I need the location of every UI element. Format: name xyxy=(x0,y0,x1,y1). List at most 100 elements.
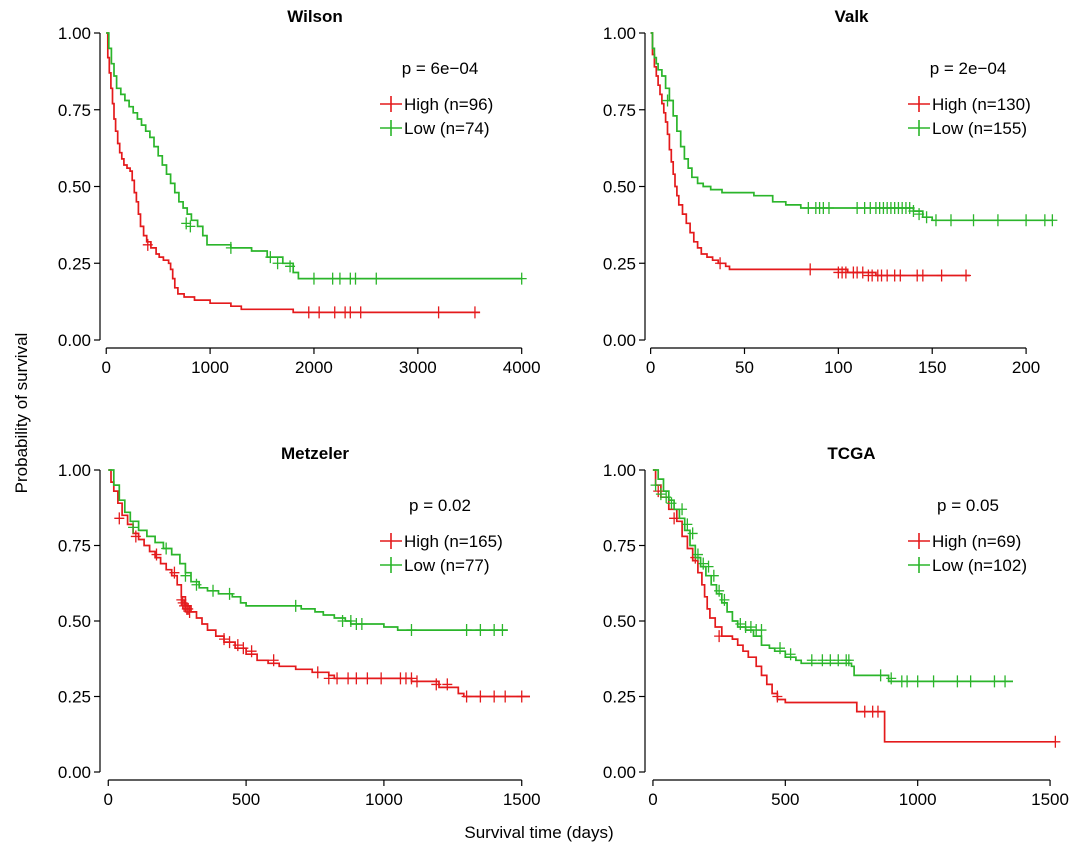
tcga-low-censor-mark xyxy=(703,560,714,573)
tcga-low-censor-mark xyxy=(677,503,688,516)
valk-high-censor-mark xyxy=(961,269,972,282)
wilson-legend-low-label: Low (n=74) xyxy=(404,119,490,138)
valk-high-censor-mark xyxy=(917,269,928,282)
tcga-low-censor-mark xyxy=(650,479,661,492)
metzeler-high-censor-mark xyxy=(351,672,362,685)
wilson-high-censor-mark xyxy=(329,306,340,319)
metzeler-low-censor-mark xyxy=(128,521,139,534)
tcga-low-censor-mark xyxy=(666,497,677,510)
tcga-legend-low-label: Low (n=102) xyxy=(932,556,1027,575)
tcga-low-censor-mark xyxy=(714,584,725,597)
tcga-low-censor-mark xyxy=(735,618,746,631)
metzeler-high-censor-mark xyxy=(376,672,387,685)
metzeler-high-censor-mark xyxy=(246,645,257,658)
tcga-low-censor-mark xyxy=(745,621,756,634)
wilson-legend-high-label: High (n=96) xyxy=(404,95,493,114)
tcga-legend-high-label: High (n=69) xyxy=(932,532,1021,551)
tcga-high-censor-mark xyxy=(653,485,664,498)
wilson-high-censor-mark xyxy=(142,238,153,251)
metzeler-low-curve xyxy=(108,469,508,631)
valk-low-censor-mark xyxy=(914,208,925,221)
valk-low-censor-mark xyxy=(945,214,956,227)
metzeler-high-censor-mark xyxy=(362,672,373,685)
tcga-x-tick-label: 0 xyxy=(648,790,657,809)
valk-low-censor-mark xyxy=(921,211,932,224)
metzeler-y-tick-label: 0.50 xyxy=(58,612,91,631)
wilson-low-censor-mark xyxy=(225,241,236,254)
wilson-high-censor-mark xyxy=(469,306,480,319)
metzeler-high-censor-mark xyxy=(183,602,194,615)
wilson-x-tick-label: 0 xyxy=(101,358,110,377)
valk-low-censor-mark xyxy=(1047,214,1058,227)
valk-y-tick-label: 0.25 xyxy=(603,254,636,273)
metzeler-high-censor-mark xyxy=(130,530,141,543)
metzeler-high-censor-mark xyxy=(238,642,249,655)
panel-metzeler: 0.00 0.25 0.50 0.75 1.00 0 500 1000 1500 Metzeler… xyxy=(58,444,541,809)
valk-high-censor-mark xyxy=(895,269,906,282)
valk-title: Valk xyxy=(834,7,869,26)
valk-x-tick-label: 0 xyxy=(646,358,655,377)
wilson-high-censor-mark xyxy=(355,306,366,319)
wilson-high-curve xyxy=(106,32,481,314)
metzeler-high-censor-mark xyxy=(176,593,187,606)
wilson-title: Wilson xyxy=(287,7,343,26)
tcga-high-censor-mark xyxy=(772,690,783,703)
wilson-high-censor-mark xyxy=(314,306,325,319)
metzeler-high-censor-mark xyxy=(114,512,125,525)
tcga-low-censor-mark xyxy=(661,491,672,504)
tcga-low-censor-mark xyxy=(843,654,854,667)
wilson-y-tick-label: 0.25 xyxy=(58,254,91,273)
wilson-x-tick-label: 1000 xyxy=(191,358,229,377)
tcga-low-censor-mark xyxy=(708,569,719,582)
wilson-low-censor-mark xyxy=(516,272,527,285)
wilson-low-censor-mark xyxy=(272,257,283,270)
valk-high-censor-mark xyxy=(715,257,726,270)
metzeler-high-censor-mark xyxy=(475,690,486,703)
wilson-low-censor-mark xyxy=(371,272,382,285)
tcga-high-censor-mark xyxy=(872,705,883,718)
valk-low-censor-mark xyxy=(992,214,1003,227)
wilson-low-censor-mark xyxy=(265,251,276,264)
valk-low-censor-mark xyxy=(908,205,919,218)
y-axis-title: Probability of survival xyxy=(12,333,31,494)
tcga-low-censor-mark xyxy=(886,672,897,685)
valk-y-tick-label: 0.50 xyxy=(603,178,636,197)
tcga-title: TCGA xyxy=(827,444,875,463)
wilson-low-censor-mark xyxy=(334,272,345,285)
wilson-high-censor-mark xyxy=(303,306,314,319)
metzeler-y-tick-label: 1.00 xyxy=(58,461,91,480)
metzeler-x-tick-label: 0 xyxy=(104,790,113,809)
metzeler-high-censor-mark xyxy=(500,690,511,703)
valk-high-censor-mark xyxy=(857,266,868,279)
metzeler-high-censor-mark xyxy=(151,548,162,561)
metzeler-low-censor-mark xyxy=(497,624,508,637)
metzeler-y-tick-label: 0.25 xyxy=(58,688,91,707)
wilson-low-curve xyxy=(106,32,522,280)
valk-low-censor-mark xyxy=(930,214,941,227)
valk-y-tick-label: 1.00 xyxy=(603,24,636,43)
panel-wilson: 0.00 0.25 0.50 0.75 1.00 0 1000 2000 3000 4000 Wil… xyxy=(58,7,541,377)
metzeler-high-censor-mark xyxy=(461,690,472,703)
metzeler-high-censor-mark xyxy=(312,666,323,679)
valk-high-curve xyxy=(650,32,970,277)
valk-x-tick-label: 100 xyxy=(824,358,852,377)
wilson-x-tick-label: 3000 xyxy=(399,358,437,377)
metzeler-legend-low-label: Low (n=77) xyxy=(404,556,490,575)
metzeler-low-censor-mark xyxy=(161,542,172,555)
metzeler-y-tick-label: 0.75 xyxy=(58,537,91,556)
tcga-low-censor-mark xyxy=(928,675,939,688)
tcga-low-censor-mark xyxy=(655,488,666,501)
metzeler-high-censor-mark xyxy=(268,654,279,667)
tcga-x-tick-label: 500 xyxy=(771,790,799,809)
tcga-high-censor-mark xyxy=(669,512,680,525)
metzeler-high-censor-mark xyxy=(489,690,500,703)
valk-low-censor-mark xyxy=(968,214,979,227)
metzeler-low-censor-mark xyxy=(461,624,472,637)
chart-panels: 0.000.250.500.751.000 1000 2000 3000 4000Wil… xyxy=(58,7,1069,809)
wilson-low-censor-mark xyxy=(181,217,192,230)
wilson-p-value: p = 6e−04 xyxy=(402,59,479,78)
metzeler-high-censor-mark xyxy=(232,639,243,652)
valk-legend-low-key xyxy=(908,120,930,136)
metzeler-low-censor-mark xyxy=(180,569,191,582)
